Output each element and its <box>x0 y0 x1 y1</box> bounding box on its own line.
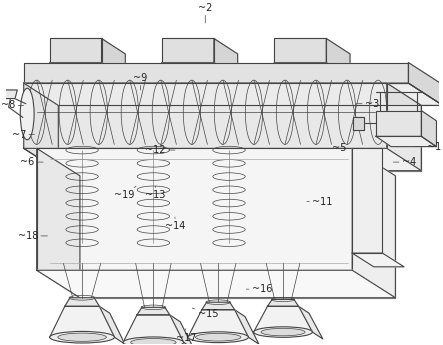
Polygon shape <box>101 39 125 78</box>
Polygon shape <box>188 310 249 337</box>
Ellipse shape <box>50 332 114 343</box>
Text: ~12: ~12 <box>145 145 175 155</box>
Polygon shape <box>235 310 259 344</box>
Text: ~13: ~13 <box>145 186 166 200</box>
Polygon shape <box>214 39 237 78</box>
Text: ~19: ~19 <box>114 186 136 200</box>
Text: ~14: ~14 <box>165 217 185 231</box>
Polygon shape <box>387 83 421 171</box>
Polygon shape <box>352 253 404 267</box>
Polygon shape <box>24 148 421 171</box>
Polygon shape <box>65 298 99 306</box>
Ellipse shape <box>20 88 34 140</box>
Text: ~16: ~16 <box>246 284 272 294</box>
Text: ~4: ~4 <box>393 157 416 167</box>
Ellipse shape <box>58 333 106 341</box>
Polygon shape <box>162 62 237 78</box>
Text: ~9: ~9 <box>133 72 148 90</box>
Text: ~2: ~2 <box>198 2 213 23</box>
Polygon shape <box>24 83 387 148</box>
Polygon shape <box>376 136 436 147</box>
Polygon shape <box>421 111 436 147</box>
Ellipse shape <box>123 337 184 345</box>
Polygon shape <box>274 39 326 62</box>
Polygon shape <box>24 83 443 106</box>
Polygon shape <box>137 307 170 315</box>
Text: ~17: ~17 <box>175 329 196 343</box>
Polygon shape <box>170 315 194 345</box>
Text: ~6: ~6 <box>20 157 43 167</box>
Polygon shape <box>162 39 214 62</box>
Ellipse shape <box>188 332 249 343</box>
Polygon shape <box>202 302 235 310</box>
Polygon shape <box>24 83 58 171</box>
Text: ~15: ~15 <box>192 308 218 319</box>
Polygon shape <box>50 62 125 78</box>
Text: ~3: ~3 <box>357 99 379 109</box>
Text: ~7: ~7 <box>12 130 35 140</box>
Polygon shape <box>50 39 101 62</box>
Polygon shape <box>352 148 382 253</box>
Polygon shape <box>37 148 352 270</box>
Polygon shape <box>2 90 17 99</box>
Polygon shape <box>352 148 396 298</box>
Polygon shape <box>37 148 80 298</box>
Polygon shape <box>24 62 408 83</box>
Ellipse shape <box>254 327 312 337</box>
Polygon shape <box>299 306 323 339</box>
Polygon shape <box>37 270 396 298</box>
Polygon shape <box>58 106 421 171</box>
Text: ~5: ~5 <box>324 144 347 154</box>
Polygon shape <box>354 117 364 130</box>
Polygon shape <box>50 306 114 337</box>
Polygon shape <box>254 306 312 332</box>
Polygon shape <box>326 39 350 78</box>
Text: ~18: ~18 <box>18 231 47 241</box>
Polygon shape <box>80 176 396 298</box>
Polygon shape <box>274 62 350 78</box>
Ellipse shape <box>195 333 241 341</box>
Text: ~1: ~1 <box>415 142 441 152</box>
Polygon shape <box>408 62 443 106</box>
Polygon shape <box>268 299 299 306</box>
Text: ~11: ~11 <box>307 197 333 207</box>
Ellipse shape <box>131 338 176 345</box>
Text: ~8: ~8 <box>1 100 24 110</box>
Polygon shape <box>24 83 421 106</box>
Ellipse shape <box>261 328 305 336</box>
Polygon shape <box>99 306 125 344</box>
Polygon shape <box>376 111 421 136</box>
Polygon shape <box>123 315 184 342</box>
